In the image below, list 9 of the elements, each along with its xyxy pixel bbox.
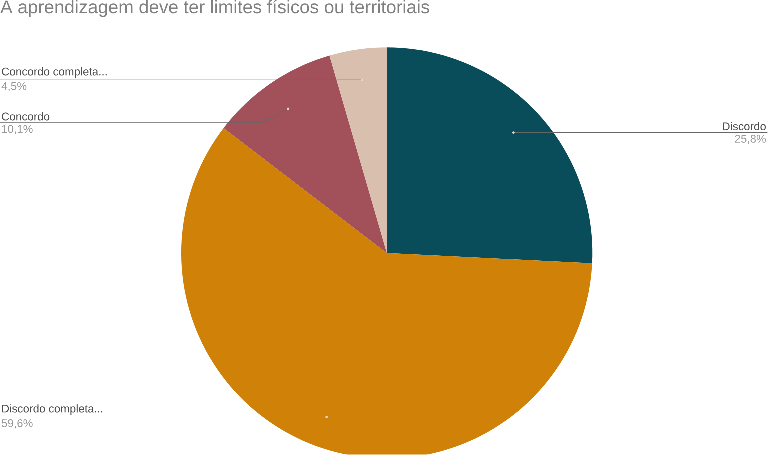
slice-label: Concordo	[2, 112, 50, 121]
slice-label: Discordo	[723, 122, 766, 131]
data-label: 10,1%	[2, 125, 33, 135]
slice-label: Discordo completa...	[2, 404, 103, 416]
chart-title: A aprendizagem deve ter limites físicos ou territoriais	[0, 0, 430, 18]
data-label: 25,8%	[735, 135, 766, 144]
data-label: 4,5%	[2, 82, 27, 92]
slice-label: Concordo completa...	[2, 68, 107, 78]
data-label: 59,6%	[2, 420, 33, 429]
